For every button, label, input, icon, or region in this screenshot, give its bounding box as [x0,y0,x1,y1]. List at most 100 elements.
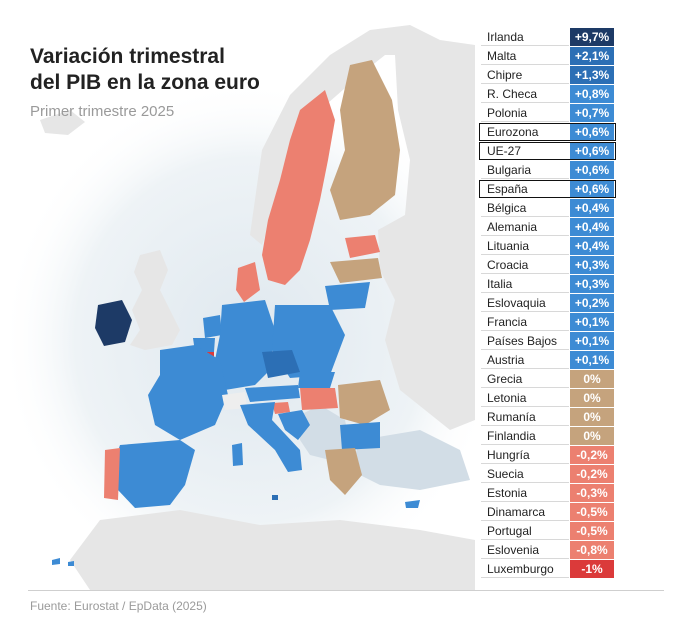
value-label: -0,8% [570,541,614,559]
table-row: Eurozona +0,6% [478,123,618,142]
country-label: Malta [481,47,569,65]
value-label: +0,6% [570,161,614,179]
value-label: 0% [570,370,614,388]
value-label: +0,4% [570,199,614,217]
value-label: +0,4% [570,237,614,255]
table-row: Malta +2,1% [478,47,618,66]
country-label: Alemania [481,218,569,236]
uk [130,250,180,350]
table-row: Polonia +0,7% [478,104,618,123]
iceland [40,110,85,135]
table-row: Letonia 0% [478,389,618,408]
eu-gdp-map [0,25,475,590]
map-austria [245,385,300,402]
table-row: Grecia 0% [478,370,618,389]
value-label: 0% [570,389,614,407]
value-label: -0,5% [570,503,614,521]
country-label: Finlandia [481,427,569,445]
map-greece [325,448,362,495]
country-label: Eslovenia [481,541,569,559]
value-label: +0,6% [570,180,614,198]
table-row: España +0,6% [478,180,618,199]
country-label: Croacia [481,256,569,274]
table-row: Hungría -0,2% [478,446,618,465]
country-label: Grecia [481,370,569,388]
country-label: Italia [481,275,569,293]
table-row: Irlanda +9,7% [478,28,618,47]
country-label: Francia [481,313,569,331]
country-label: UE-27 [481,142,569,160]
map-france [148,345,228,440]
map-hungary [300,388,338,410]
value-label: +0,6% [570,142,614,160]
map-finland [330,60,400,220]
value-label: +0,1% [570,332,614,350]
country-label: España [481,180,569,198]
map-malta [272,495,278,500]
value-label: 0% [570,408,614,426]
value-label: +2,1% [570,47,614,65]
value-label: -0,2% [570,446,614,464]
country-label: Lituania [481,237,569,255]
divider [28,590,664,591]
map-estonia [345,235,380,258]
map-czechia [262,350,300,378]
table-row: Austria +0,1% [478,351,618,370]
country-label: Bélgica [481,199,569,217]
value-label: 0% [570,427,614,445]
country-label: R. Checa [481,85,569,103]
map-germany [214,300,275,390]
chart-title: Variación trimestral del PIB en la zona … [30,44,260,96]
value-label: +0,3% [570,256,614,274]
country-label: Luxemburgo [481,560,569,578]
table-row: Estonia -0,3% [478,484,618,503]
country-label: Hungría [481,446,569,464]
value-label: +0,2% [570,294,614,312]
table-row: Luxemburgo -1% [478,560,618,579]
russia [378,40,475,430]
table-row: Francia +0,1% [478,313,618,332]
map-italy [240,402,302,472]
value-label: +0,7% [570,104,614,122]
chart-title-line1: Variación trimestral [30,45,225,68]
value-label: +0,3% [570,275,614,293]
map-sardinia [232,443,243,466]
map-spain [115,440,195,508]
table-row: Rumanía 0% [478,408,618,427]
country-label: Portugal [481,522,569,540]
table-row: Alemania +0,4% [478,218,618,237]
value-label: +0,6% [570,123,614,141]
table-row: Bélgica +0,4% [478,199,618,218]
table-row: Eslovenia -0,8% [478,541,618,560]
map-cyprus [405,500,420,508]
table-row: Finlandia 0% [478,427,618,446]
table-row: Croacia +0,3% [478,256,618,275]
country-label: Países Bajos [481,332,569,350]
map-croatia [278,410,310,440]
country-label: Suecia [481,465,569,483]
country-label: Letonia [481,389,569,407]
map-slovenia [272,402,290,414]
chart-title-line2: del PIB en la zona euro [30,71,260,94]
country-label: Bulgaria [481,161,569,179]
table-row: Bulgaria +0,6% [478,161,618,180]
country-label: Chipre [481,66,569,84]
value-label: -0,2% [570,465,614,483]
value-label: +1,3% [570,66,614,84]
map-ireland [95,300,132,346]
country-label: Eslovaquia [481,294,569,312]
country-label: Estonia [481,484,569,502]
table-row: Lituania +0,4% [478,237,618,256]
map-bulgaria [340,422,380,450]
value-label: +0,8% [570,85,614,103]
table-row: UE-27 +0,6% [478,142,618,161]
map-latvia [330,258,382,283]
table-row: Suecia -0,2% [478,465,618,484]
africa [70,510,475,590]
value-label: +0,1% [570,351,614,369]
table-row: Chipre +1,3% [478,66,618,85]
country-label: Rumanía [481,408,569,426]
gdp-table: Irlanda +9,7% Malta +2,1% Chipre +1,3% R. Chec… [478,28,618,579]
country-label: Irlanda [481,28,569,46]
map-romania [338,380,390,425]
